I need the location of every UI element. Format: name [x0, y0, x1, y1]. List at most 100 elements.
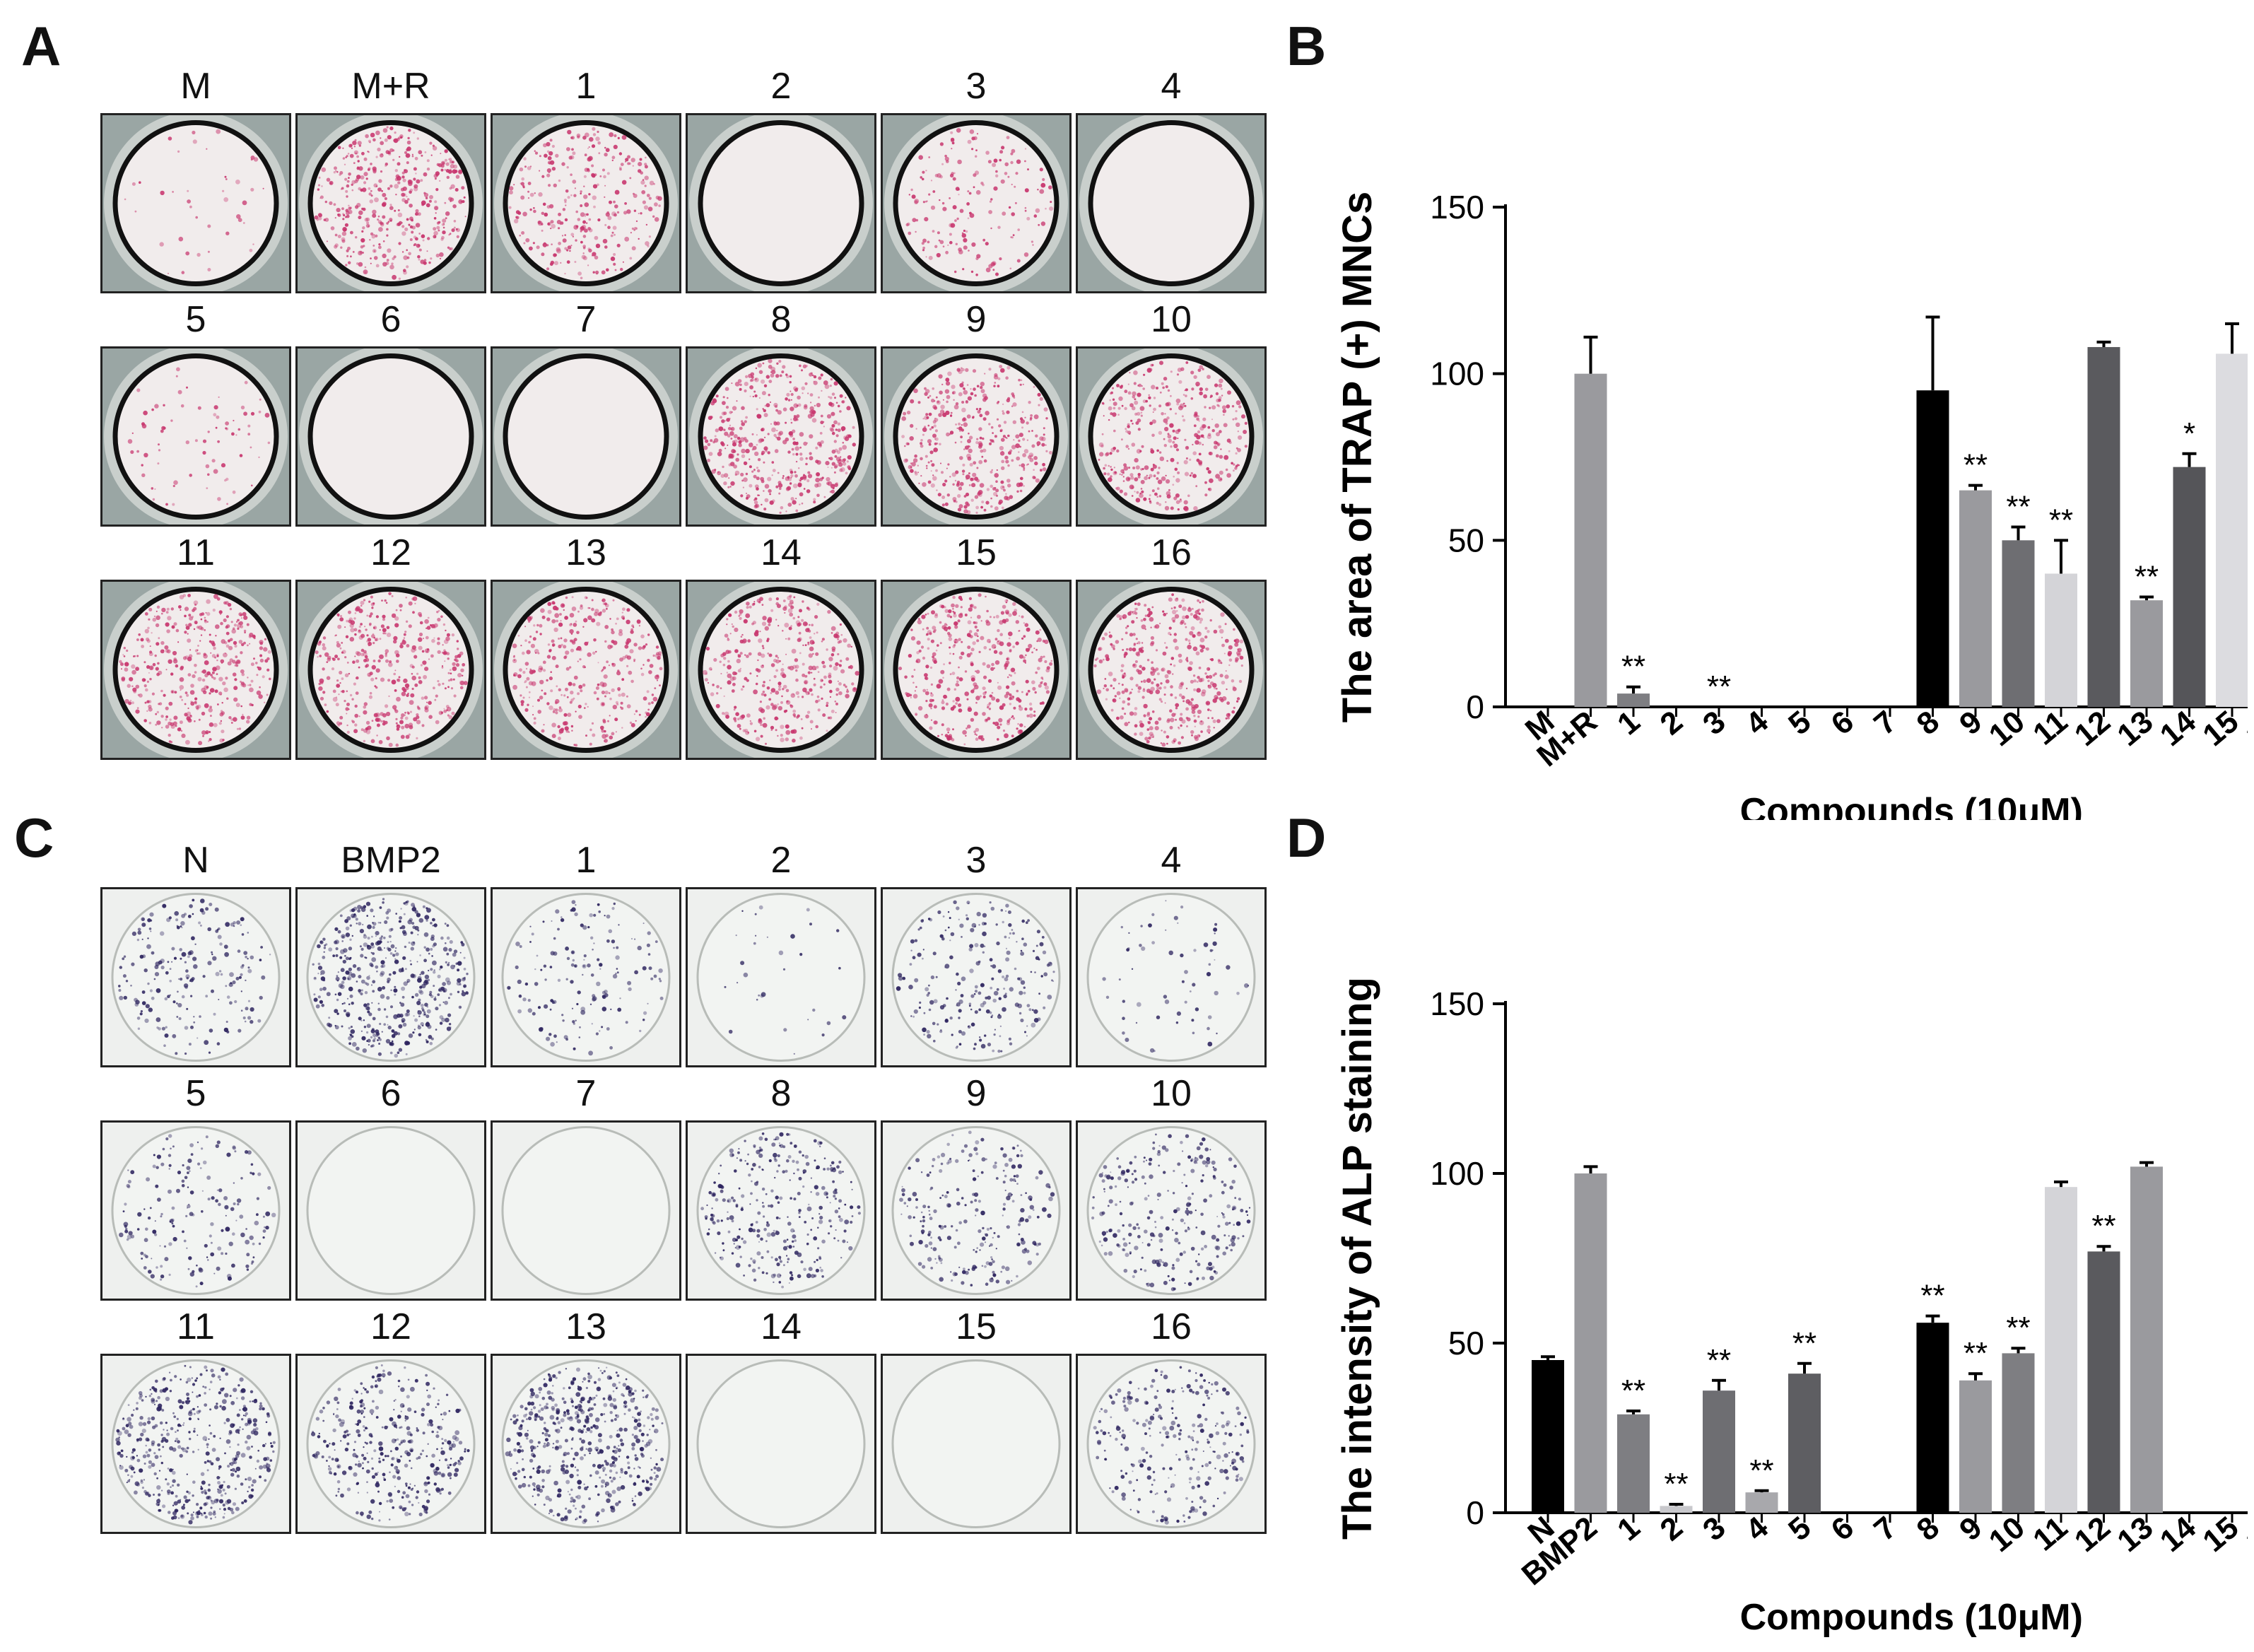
- trap-well-image: [295, 580, 486, 760]
- bar: [1916, 1323, 1949, 1513]
- trap-well-image: [295, 113, 486, 293]
- trap-well-image: [491, 346, 681, 527]
- x-tick-label: 3: [1696, 1510, 1732, 1547]
- trap-well-label: 4: [1161, 66, 1182, 107]
- trap-well-image: [1076, 346, 1267, 527]
- x-tick-label: 16: [2239, 704, 2248, 753]
- alp-well-image: [1076, 1120, 1267, 1301]
- trap-well-label: 16: [1151, 532, 1192, 573]
- alp-well-label: 8: [770, 1073, 792, 1114]
- significance-mark: **: [1707, 669, 1731, 704]
- trap-well-image: [491, 113, 681, 293]
- alp-well-label: 11: [177, 1306, 215, 1347]
- trap-well-label: 8: [770, 299, 792, 340]
- bar: [2130, 1166, 2163, 1513]
- significance-mark: *: [2183, 416, 2195, 451]
- alp-well-label: 4: [1161, 840, 1182, 881]
- bar: [2045, 1187, 2077, 1513]
- significance-mark: **: [1664, 1467, 1688, 1501]
- x-tick-label: 15: [2196, 704, 2245, 753]
- x-tick-label: 11: [2026, 704, 2074, 751]
- alp-well-image: [881, 887, 1072, 1067]
- x-tick-label: 12: [2068, 704, 2117, 753]
- alp-well-label: 10: [1151, 1073, 1192, 1114]
- alp-well-image: [881, 1354, 1072, 1534]
- x-tick-label: 8: [1910, 1510, 1946, 1547]
- x-tick-label: 13: [2111, 1510, 2159, 1559]
- trap-well-label: 7: [575, 299, 597, 340]
- alp-well-image: [1076, 887, 1267, 1067]
- trap-well-image: [881, 346, 1072, 527]
- bar: [1574, 373, 1607, 707]
- bar: [1745, 1492, 1778, 1513]
- bar: [1916, 390, 1949, 707]
- significance-mark: **: [2006, 1311, 2030, 1345]
- trap-well-label: M+R: [351, 66, 430, 107]
- y-tick-label: 0: [1466, 689, 1484, 725]
- trap-well-label: 14: [761, 532, 802, 573]
- alp-well-image: [686, 1354, 876, 1534]
- x-axis-label: Compounds (10μM): [1740, 1597, 2083, 1638]
- x-tick-label: 5: [1782, 1510, 1817, 1547]
- trap-well-image: [100, 113, 291, 293]
- y-tick-label: 50: [1448, 1325, 1484, 1361]
- x-tick-label: 2: [1654, 1510, 1689, 1547]
- trap-well-label: 10: [1151, 299, 1192, 340]
- alp-well-label: 5: [185, 1073, 206, 1114]
- trap-well-label: 6: [380, 299, 401, 340]
- alp-well-label: 6: [380, 1073, 401, 1114]
- trap-well-label: 11: [177, 532, 215, 573]
- y-tick-label: 50: [1448, 522, 1484, 558]
- alp-well-image: [686, 887, 876, 1067]
- x-tick-label: 9: [1953, 1510, 1988, 1547]
- alp-well-image: [295, 1354, 486, 1534]
- x-tick-label: 3: [1696, 704, 1732, 742]
- significance-mark: **: [2006, 489, 2030, 524]
- x-tick-label: 10: [1983, 1510, 2031, 1559]
- x-tick-label: 13: [2111, 704, 2159, 753]
- trap-well-image: [686, 113, 876, 293]
- bar: [1574, 1173, 1607, 1513]
- alp-well-label: 1: [575, 840, 597, 881]
- significance-mark: **: [1621, 1373, 1645, 1408]
- panel-letter-a: A: [21, 15, 61, 77]
- x-tick-label: 8: [1910, 704, 1946, 742]
- y-axis-label: The intensity of ALP staining: [1334, 977, 1380, 1540]
- bar: [2087, 1251, 2120, 1513]
- trap-well-image: [686, 580, 876, 760]
- y-axis-label: The area of TRAP (+) MNCs: [1334, 192, 1380, 722]
- x-tick-label: 7: [1867, 1510, 1903, 1547]
- trap-well-label: M: [180, 66, 211, 107]
- panel-letter-b: B: [1286, 15, 1327, 77]
- panel-letter-c: C: [14, 807, 54, 869]
- y-tick-label: 0: [1466, 1494, 1484, 1531]
- bar: [2216, 353, 2248, 707]
- bar: [2087, 346, 2120, 707]
- trap-well-image: [881, 580, 1072, 760]
- alp-well-image: [491, 1354, 681, 1534]
- alp-well-label: BMP2: [341, 840, 441, 881]
- bar: [1617, 1414, 1650, 1513]
- alp-well-label: 14: [761, 1306, 802, 1347]
- significance-mark: **: [2049, 503, 2073, 537]
- x-tick-label: 4: [1739, 704, 1775, 742]
- bar: [1959, 1380, 1992, 1513]
- alp-well-image: [491, 1120, 681, 1301]
- bar: [2130, 600, 2163, 707]
- trap-well-label: 9: [965, 299, 987, 340]
- alp-well-image: [686, 1120, 876, 1301]
- significance-mark: **: [1749, 1453, 1773, 1488]
- x-tick-label: 4: [1739, 1510, 1775, 1548]
- trap-well-image: [881, 113, 1072, 293]
- x-tick-label: 6: [1825, 704, 1860, 742]
- trap-well-label: 2: [770, 66, 792, 107]
- trap-well-image: [686, 346, 876, 527]
- significance-mark: **: [1621, 650, 1645, 684]
- trap-well-label: 1: [575, 66, 597, 107]
- alp-well-image: [295, 1120, 486, 1301]
- alp-well-image: [295, 887, 486, 1067]
- x-tick-label: 16: [2239, 1510, 2248, 1559]
- alp-well-image: [100, 887, 291, 1067]
